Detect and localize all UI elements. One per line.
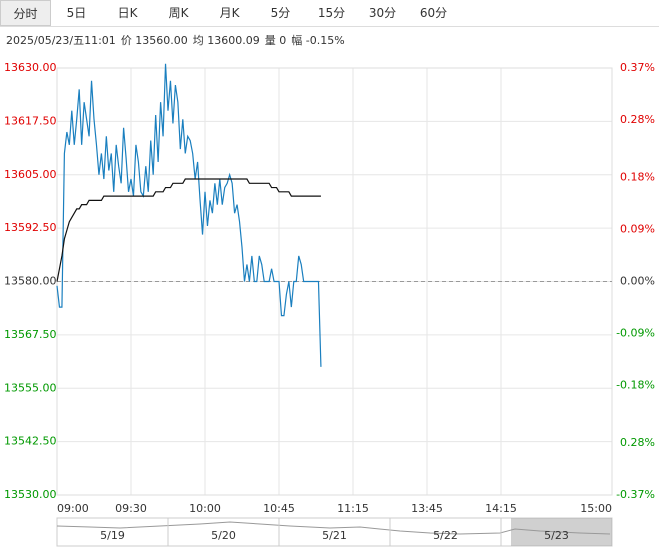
info-item: 2025/05/23/五11:01 bbox=[6, 34, 116, 47]
x-tick-label: 14:15 bbox=[485, 502, 517, 515]
info-line: 2025/05/23/五11:01 价 13560.00 均 13600.09 量 0… bbox=[6, 32, 350, 48]
info-item: 均 13600.09 bbox=[192, 34, 260, 47]
x-tick-label: 09:30 bbox=[115, 502, 147, 515]
tab[interactable]: 分时 bbox=[0, 0, 51, 26]
y2-tick-label: 0.28% bbox=[620, 113, 655, 126]
y2-tick-label: 0.37% bbox=[620, 61, 655, 74]
info-item: 价 13560.00 bbox=[120, 34, 188, 47]
plot: 13630.00 13617.50 13605.00 13592.50 13580.00… bbox=[4, 61, 655, 515]
price-line bbox=[56, 63, 322, 367]
y-tick-label: 13592.50 bbox=[4, 221, 57, 234]
x-tick-label: 10:45 bbox=[263, 502, 295, 515]
navigator-date: 5/21 bbox=[322, 529, 347, 542]
tab[interactable]: 30分 bbox=[368, 6, 397, 20]
navigator-date: 5/23 bbox=[544, 529, 569, 542]
x-tick-label: 13:45 bbox=[411, 502, 443, 515]
navigator-date: 5/20 bbox=[211, 529, 236, 542]
navigator-date: 5/19 bbox=[100, 529, 125, 542]
y-tick-label: 13617.50 bbox=[4, 114, 57, 127]
tab[interactable]: 60分 bbox=[419, 6, 448, 20]
y2-tick-label: 0.09% bbox=[620, 223, 655, 236]
x-tick-label: 09:00 bbox=[57, 502, 89, 515]
y2-tick-label: 0.28% bbox=[620, 436, 655, 449]
y2-tick-label: 0.00% bbox=[620, 275, 655, 288]
y2-tick-label: -0.37% bbox=[616, 488, 655, 501]
navigator-line bbox=[56, 521, 611, 535]
y-tick-label: 13630.00 bbox=[4, 61, 57, 74]
tab[interactable]: 周K bbox=[168, 6, 189, 20]
x-tick-label: 11:15 bbox=[337, 502, 369, 515]
x-tick-label: 15:00 bbox=[580, 502, 612, 515]
y2-tick-label: -0.09% bbox=[616, 326, 655, 339]
tab[interactable]: 5日 bbox=[66, 6, 87, 20]
navigator-date: 5/22 bbox=[433, 529, 458, 542]
info-item: 幅 -0.15% bbox=[291, 34, 345, 47]
y-tick-label: 13580.00 bbox=[4, 275, 57, 288]
tab[interactable]: 15分 bbox=[317, 6, 346, 20]
tab[interactable]: 5分 bbox=[270, 6, 291, 20]
y-tick-label: 13567.50 bbox=[4, 328, 57, 341]
y-tick-label: 13555.00 bbox=[4, 381, 57, 394]
tab[interactable]: 日K bbox=[117, 6, 138, 20]
y-tick-label: 13542.50 bbox=[4, 435, 57, 448]
x-tick-label: 10:00 bbox=[189, 502, 221, 515]
tab-bar: 分时 5日 日K 周K 月K 5分 15分 30分 60分 bbox=[0, 0, 659, 27]
y-tick-label: 13605.00 bbox=[4, 168, 57, 181]
y-tick-label: 13530.00 bbox=[4, 488, 57, 501]
tab[interactable]: 月K bbox=[219, 6, 240, 20]
price-line bbox=[56, 178, 321, 282]
y2-tick-label: 0.18% bbox=[620, 171, 655, 184]
info-item: 量 0 bbox=[264, 34, 287, 47]
y2-tick-label: -0.18% bbox=[616, 378, 655, 391]
